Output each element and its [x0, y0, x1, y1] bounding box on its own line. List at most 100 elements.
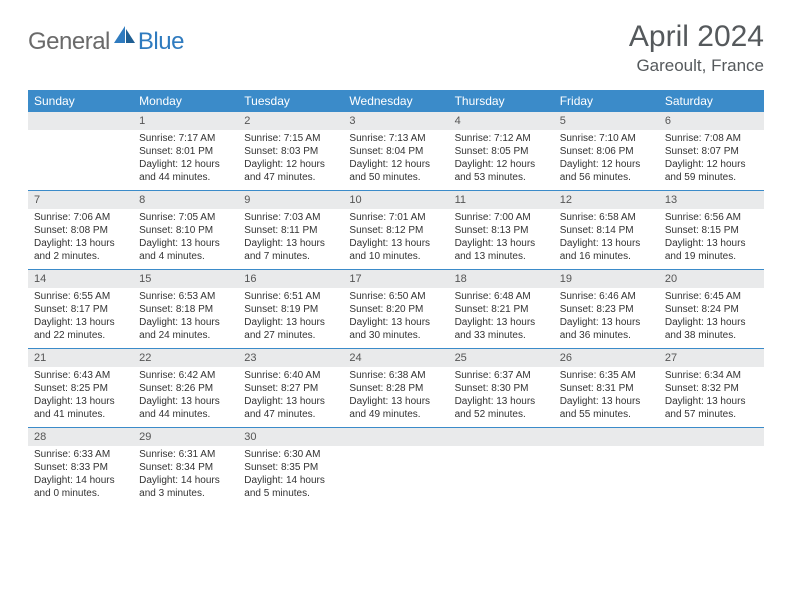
daylight-text: Daylight: 13 hours and 4 minutes.: [139, 237, 232, 263]
day-number: 2: [238, 112, 343, 130]
sunset-text: Sunset: 8:23 PM: [560, 303, 653, 316]
sunrise-text: Sunrise: 6:48 AM: [455, 290, 548, 303]
day-cell: [449, 428, 554, 506]
daylight-text: Daylight: 13 hours and 27 minutes.: [244, 316, 337, 342]
day-cell: 30Sunrise: 6:30 AMSunset: 8:35 PMDayligh…: [238, 428, 343, 506]
week-row: 7Sunrise: 7:06 AMSunset: 8:08 PMDaylight…: [28, 191, 764, 270]
daylight-text: Daylight: 13 hours and 55 minutes.: [560, 395, 653, 421]
calendar: Sunday Monday Tuesday Wednesday Thursday…: [28, 90, 764, 506]
daylight-text: Daylight: 13 hours and 2 minutes.: [34, 237, 127, 263]
day-cell: 28Sunrise: 6:33 AMSunset: 8:33 PMDayligh…: [28, 428, 133, 506]
sunset-text: Sunset: 8:30 PM: [455, 382, 548, 395]
day-number: 14: [28, 270, 133, 288]
sunset-text: Sunset: 8:03 PM: [244, 145, 337, 158]
day-cell: 16Sunrise: 6:51 AMSunset: 8:19 PMDayligh…: [238, 270, 343, 348]
daylight-text: Daylight: 13 hours and 49 minutes.: [349, 395, 442, 421]
day-cell: 17Sunrise: 6:50 AMSunset: 8:20 PMDayligh…: [343, 270, 448, 348]
day-body: Sunrise: 6:34 AMSunset: 8:32 PMDaylight:…: [659, 367, 764, 425]
day-number: 3: [343, 112, 448, 130]
daylight-text: Daylight: 12 hours and 44 minutes.: [139, 158, 232, 184]
sunrise-text: Sunrise: 7:17 AM: [139, 132, 232, 145]
day-body: Sunrise: 6:35 AMSunset: 8:31 PMDaylight:…: [554, 367, 659, 425]
sunset-text: Sunset: 8:28 PM: [349, 382, 442, 395]
day-number: 25: [449, 349, 554, 367]
day-number: 1: [133, 112, 238, 130]
day-body: Sunrise: 7:10 AMSunset: 8:06 PMDaylight:…: [554, 130, 659, 188]
day-body: Sunrise: 7:06 AMSunset: 8:08 PMDaylight:…: [28, 209, 133, 267]
sunrise-text: Sunrise: 7:13 AM: [349, 132, 442, 145]
sunset-text: Sunset: 8:11 PM: [244, 224, 337, 237]
daylight-text: Daylight: 13 hours and 24 minutes.: [139, 316, 232, 342]
daylight-text: Daylight: 12 hours and 56 minutes.: [560, 158, 653, 184]
day-cell: 14Sunrise: 6:55 AMSunset: 8:17 PMDayligh…: [28, 270, 133, 348]
weekday-tuesday: Tuesday: [238, 90, 343, 112]
sunset-text: Sunset: 8:18 PM: [139, 303, 232, 316]
sunrise-text: Sunrise: 6:40 AM: [244, 369, 337, 382]
daylight-text: Daylight: 13 hours and 10 minutes.: [349, 237, 442, 263]
day-body: Sunrise: 7:17 AMSunset: 8:01 PMDaylight:…: [133, 130, 238, 188]
day-body: Sunrise: 7:15 AMSunset: 8:03 PMDaylight:…: [238, 130, 343, 188]
sunrise-text: Sunrise: 6:30 AM: [244, 448, 337, 461]
day-body: Sunrise: 7:05 AMSunset: 8:10 PMDaylight:…: [133, 209, 238, 267]
daylight-text: Daylight: 12 hours and 53 minutes.: [455, 158, 548, 184]
sunset-text: Sunset: 8:10 PM: [139, 224, 232, 237]
day-number: 26: [554, 349, 659, 367]
weekday-monday: Monday: [133, 90, 238, 112]
day-body: Sunrise: 6:38 AMSunset: 8:28 PMDaylight:…: [343, 367, 448, 425]
sunset-text: Sunset: 8:08 PM: [34, 224, 127, 237]
day-cell: 26Sunrise: 6:35 AMSunset: 8:31 PMDayligh…: [554, 349, 659, 427]
day-number: 22: [133, 349, 238, 367]
day-body: Sunrise: 6:30 AMSunset: 8:35 PMDaylight:…: [238, 446, 343, 504]
weekday-wednesday: Wednesday: [343, 90, 448, 112]
daylight-text: Daylight: 13 hours and 30 minutes.: [349, 316, 442, 342]
day-number: 10: [343, 191, 448, 209]
day-cell: 2Sunrise: 7:15 AMSunset: 8:03 PMDaylight…: [238, 112, 343, 190]
day-body: Sunrise: 6:48 AMSunset: 8:21 PMDaylight:…: [449, 288, 554, 346]
day-number: 4: [449, 112, 554, 130]
sunset-text: Sunset: 8:07 PM: [665, 145, 758, 158]
day-number: 15: [133, 270, 238, 288]
day-body: Sunrise: 6:51 AMSunset: 8:19 PMDaylight:…: [238, 288, 343, 346]
day-body: Sunrise: 7:01 AMSunset: 8:12 PMDaylight:…: [343, 209, 448, 267]
day-cell: 5Sunrise: 7:10 AMSunset: 8:06 PMDaylight…: [554, 112, 659, 190]
sunset-text: Sunset: 8:15 PM: [665, 224, 758, 237]
day-number: 27: [659, 349, 764, 367]
day-cell: 12Sunrise: 6:58 AMSunset: 8:14 PMDayligh…: [554, 191, 659, 269]
daylight-text: Daylight: 13 hours and 38 minutes.: [665, 316, 758, 342]
day-cell: 19Sunrise: 6:46 AMSunset: 8:23 PMDayligh…: [554, 270, 659, 348]
daylight-text: Daylight: 12 hours and 50 minutes.: [349, 158, 442, 184]
title-block: April 2024 Gareoult, France: [629, 20, 764, 76]
sunset-text: Sunset: 8:25 PM: [34, 382, 127, 395]
day-number: [449, 428, 554, 446]
day-cell: 9Sunrise: 7:03 AMSunset: 8:11 PMDaylight…: [238, 191, 343, 269]
sunset-text: Sunset: 8:32 PM: [665, 382, 758, 395]
sunset-text: Sunset: 8:31 PM: [560, 382, 653, 395]
day-cell: 24Sunrise: 6:38 AMSunset: 8:28 PMDayligh…: [343, 349, 448, 427]
sunrise-text: Sunrise: 6:53 AM: [139, 290, 232, 303]
sunrise-text: Sunrise: 6:51 AM: [244, 290, 337, 303]
day-cell: 1Sunrise: 7:17 AMSunset: 8:01 PMDaylight…: [133, 112, 238, 190]
daylight-text: Daylight: 13 hours and 7 minutes.: [244, 237, 337, 263]
sunset-text: Sunset: 8:24 PM: [665, 303, 758, 316]
daylight-text: Daylight: 13 hours and 52 minutes.: [455, 395, 548, 421]
day-number: 5: [554, 112, 659, 130]
month-title: April 2024: [629, 20, 764, 54]
day-cell: 10Sunrise: 7:01 AMSunset: 8:12 PMDayligh…: [343, 191, 448, 269]
day-number: 17: [343, 270, 448, 288]
day-cell: 18Sunrise: 6:48 AMSunset: 8:21 PMDayligh…: [449, 270, 554, 348]
day-number: 24: [343, 349, 448, 367]
day-number: 28: [28, 428, 133, 446]
sunrise-text: Sunrise: 7:05 AM: [139, 211, 232, 224]
daylight-text: Daylight: 13 hours and 13 minutes.: [455, 237, 548, 263]
day-body: Sunrise: 6:43 AMSunset: 8:25 PMDaylight:…: [28, 367, 133, 425]
sunset-text: Sunset: 8:17 PM: [34, 303, 127, 316]
daylight-text: Daylight: 14 hours and 0 minutes.: [34, 474, 127, 500]
sunrise-text: Sunrise: 7:03 AM: [244, 211, 337, 224]
sunrise-text: Sunrise: 7:00 AM: [455, 211, 548, 224]
daylight-text: Daylight: 13 hours and 41 minutes.: [34, 395, 127, 421]
day-cell: 11Sunrise: 7:00 AMSunset: 8:13 PMDayligh…: [449, 191, 554, 269]
logo-text-blue: Blue: [138, 28, 184, 56]
day-number: [659, 428, 764, 446]
day-cell: 4Sunrise: 7:12 AMSunset: 8:05 PMDaylight…: [449, 112, 554, 190]
header: General Blue April 2024 Gareoult, France: [28, 20, 764, 76]
